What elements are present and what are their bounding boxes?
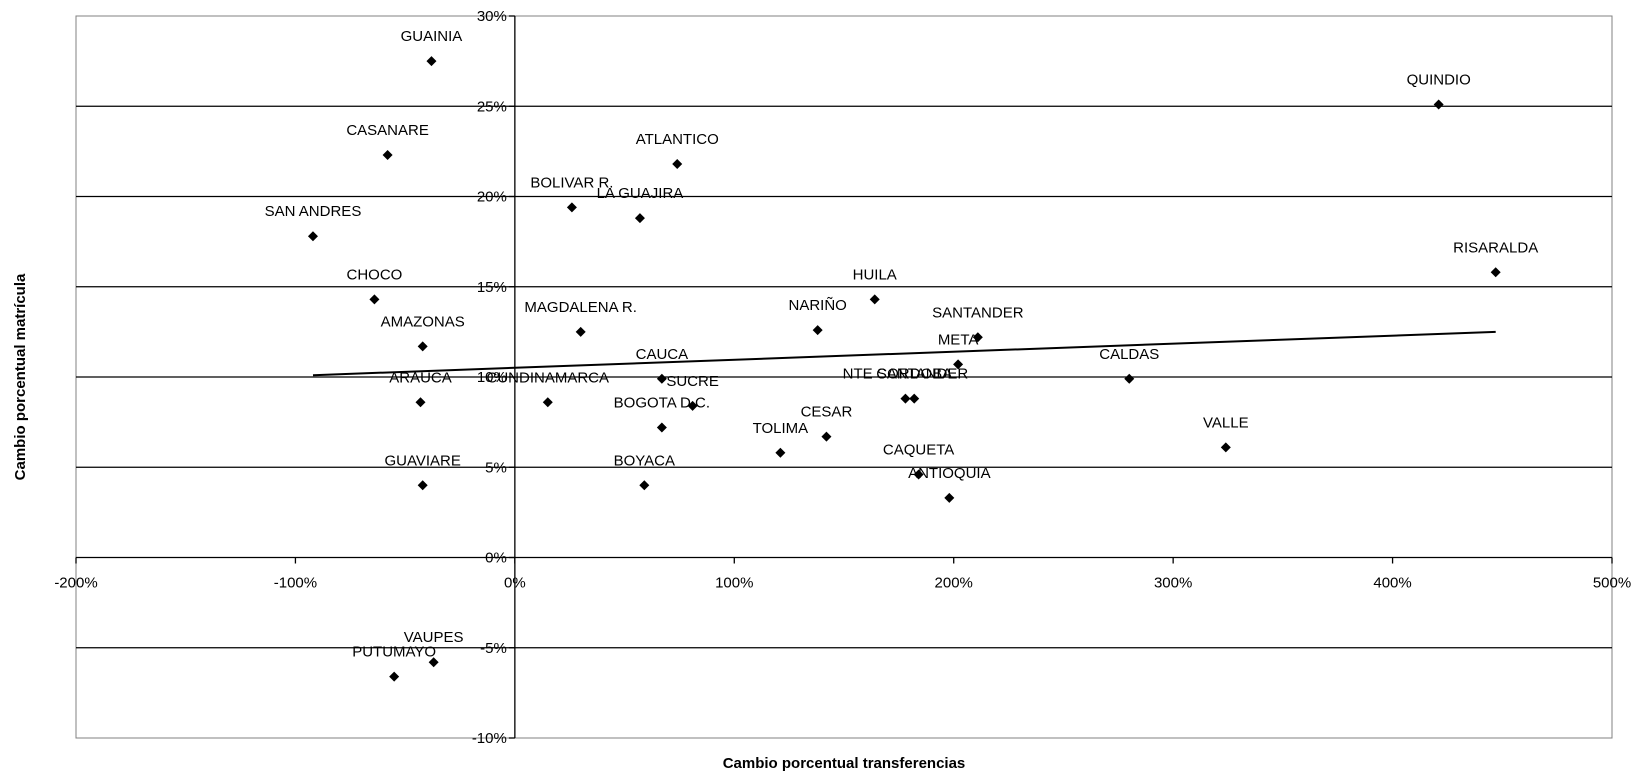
- data-point-label: QUINDIO: [1407, 71, 1471, 88]
- data-point-label: RISARALDA: [1453, 239, 1538, 256]
- data-point: [900, 393, 911, 404]
- data-point: [575, 326, 586, 337]
- data-point: [1490, 267, 1501, 278]
- y-tick-label: 30%: [477, 8, 507, 25]
- x-tick-label: 200%: [935, 575, 973, 592]
- data-point: [672, 159, 683, 170]
- x-tick-label: 0%: [504, 575, 526, 592]
- data-point: [415, 397, 426, 408]
- data-point-label: META: [938, 331, 979, 348]
- data-point-label: VAUPES: [404, 629, 464, 646]
- data-point-label: GUAINIA: [401, 28, 463, 45]
- x-tick-label: 300%: [1154, 575, 1192, 592]
- y-tick-label: 25%: [477, 98, 507, 115]
- data-point: [812, 325, 823, 336]
- data-point-label: LA GUAJIRA: [597, 185, 684, 202]
- data-point: [369, 294, 380, 305]
- data-point-label: AMAZONAS: [381, 313, 465, 330]
- data-point-label: MAGDALENA R.: [524, 299, 637, 316]
- data-points: [307, 56, 1501, 682]
- data-point-label: ATLANTICO: [636, 131, 719, 148]
- data-point-label: VALLE: [1203, 414, 1249, 431]
- y-tick-label: 10%: [477, 369, 507, 386]
- data-point: [687, 400, 698, 411]
- x-axis-ticks: -200% -100% 0% 100% 200% 300% 400% 500%: [54, 557, 1631, 592]
- data-point-label: SANTANDER: [932, 304, 1024, 321]
- data-point: [656, 422, 667, 433]
- y-tick-label: 0%: [485, 550, 507, 567]
- x-tick-label: 400%: [1373, 575, 1411, 592]
- data-point: [775, 447, 786, 458]
- data-point: [972, 332, 983, 343]
- data-point: [382, 149, 393, 160]
- data-point-label: CUNDINAMARCA: [487, 369, 610, 386]
- data-point: [566, 202, 577, 213]
- data-point-label: ARAUCA: [389, 369, 452, 386]
- data-point: [634, 213, 645, 224]
- x-tick-label: 100%: [715, 575, 753, 592]
- data-point-label: NARIÑO: [788, 297, 846, 314]
- data-point-label: BOGOTA D.C.: [614, 395, 710, 412]
- data-point-label: CAQUETA: [883, 441, 954, 458]
- data-point: [1433, 99, 1444, 110]
- data-point-label: HUILA: [853, 266, 897, 283]
- data-point: [417, 480, 428, 491]
- data-point: [417, 341, 428, 352]
- data-point: [542, 397, 553, 408]
- data-point: [307, 231, 318, 242]
- data-point: [953, 359, 964, 370]
- y-tick-label: -10%: [472, 730, 507, 747]
- data-point: [656, 373, 667, 384]
- data-point-label: CASANARE: [346, 122, 429, 139]
- data-point-label: SAN ANDRES: [265, 203, 362, 220]
- data-point-label: TOLIMA: [753, 420, 809, 437]
- x-axis-title: Cambio porcentual transferencias: [723, 755, 966, 772]
- y-axis-title: Cambio porcentual matrícula: [12, 273, 29, 480]
- data-point-label: CHOCO: [347, 266, 403, 283]
- data-point: [869, 294, 880, 305]
- trendline: [312, 330, 1496, 377]
- y-tick-label: 20%: [477, 189, 507, 206]
- data-point: [389, 671, 400, 682]
- data-point-label: BOLIVAR R.: [530, 174, 613, 191]
- point-labels: GUAINIA QUINDIO CASANARE ATLANTICO BOLIVAR R…: [265, 28, 1539, 661]
- data-point-label: CESAR: [801, 404, 853, 421]
- data-point: [1220, 442, 1231, 453]
- y-tick-label: 15%: [477, 279, 507, 296]
- x-tick-label: 500%: [1593, 575, 1631, 592]
- data-point: [428, 657, 439, 668]
- y-tick-label: -5%: [480, 640, 507, 657]
- data-point-label: ANTIOQUIA: [908, 465, 991, 482]
- data-point-label: CAUCA: [636, 346, 689, 363]
- data-point-label: GUAVIARE: [384, 452, 460, 469]
- data-point: [913, 469, 924, 480]
- data-point-label: NTE SANTANDER: [843, 366, 969, 383]
- trendline-group: [312, 330, 1496, 377]
- data-point-label: CALDAS: [1099, 346, 1159, 363]
- data-point-label: PUTUMAYO: [352, 644, 436, 661]
- data-point: [639, 480, 650, 491]
- x-tick-label: -100%: [274, 575, 317, 592]
- data-point-label: BOYACA: [614, 452, 675, 469]
- data-point-label: CORDOBA: [876, 366, 952, 383]
- gridlines: [76, 105, 1612, 649]
- data-point: [909, 393, 920, 404]
- data-point: [1124, 373, 1135, 384]
- x-tick-label: -200%: [54, 575, 97, 592]
- y-axis-ticks: -10% -5% 0% 5% 10% 15% 20% 25% 30%: [472, 8, 515, 747]
- data-point: [426, 56, 437, 67]
- data-point-label: SUCRE: [666, 373, 719, 390]
- data-point: [821, 431, 832, 442]
- data-point: [944, 492, 955, 503]
- y-tick-label: 5%: [485, 459, 507, 476]
